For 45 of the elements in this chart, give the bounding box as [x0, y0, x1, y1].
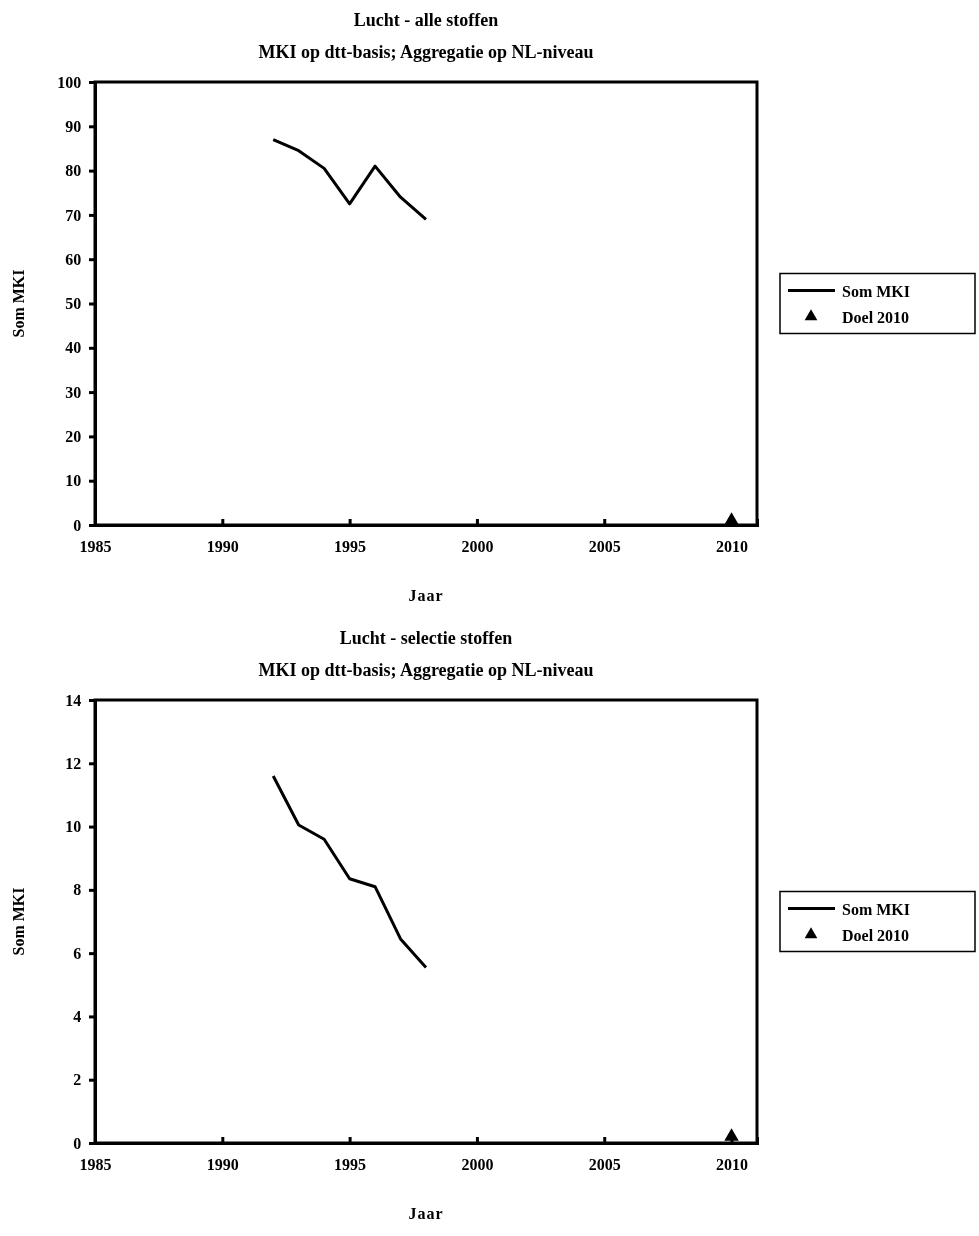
- y-axis-title: Som MKI: [10, 269, 27, 338]
- x-axis-title: Jaar: [408, 587, 444, 604]
- y-tick-label: 0: [73, 1134, 82, 1152]
- line-series: [271, 774, 428, 969]
- y-tick-label: 50: [65, 295, 82, 313]
- x-tick-label: 1985: [79, 1156, 112, 1173]
- legend-label: Doel 2010: [842, 926, 910, 944]
- y-tick-label: 10: [65, 818, 82, 836]
- legend-label: Som MKI: [842, 900, 910, 918]
- x-tick-label: 1990: [206, 1156, 239, 1173]
- y-axis-title: Som MKI: [10, 887, 27, 956]
- x-axis-title: Jaar: [408, 1205, 444, 1222]
- y-tick-label: 10: [65, 472, 82, 490]
- y-tick-label: 6: [73, 944, 82, 962]
- y-tick-label: 30: [65, 383, 82, 401]
- y-tick-label: 2: [73, 1071, 82, 1089]
- y-tick-label: 12: [65, 754, 82, 772]
- y-tick-label: 80: [65, 162, 82, 180]
- y-tick-label: 20: [65, 428, 82, 446]
- y-tick-label: 60: [65, 250, 82, 268]
- chart-title: Lucht - selectie stoffen: [339, 628, 513, 648]
- x-tick-label: 2010: [716, 1156, 749, 1173]
- x-tick-label: 2005: [588, 538, 621, 555]
- y-tick-label: 70: [65, 206, 82, 224]
- x-tick-label: 2010: [716, 538, 749, 555]
- y-tick-label: 4: [73, 1008, 82, 1026]
- x-tick-label: 2000: [461, 538, 494, 555]
- y-tick-label: 90: [65, 117, 82, 135]
- x-tick-label: 1990: [206, 538, 239, 555]
- x-tick-label: 2005: [588, 1156, 621, 1173]
- chart-subtitle: MKI op dtt-basis; Aggregatie op NL-niveau: [258, 42, 594, 62]
- y-tick-label: 100: [57, 73, 82, 91]
- legend-label: Som MKI: [842, 282, 910, 300]
- x-tick-label: 2000: [461, 1156, 494, 1173]
- y-tick-label: 0: [73, 516, 82, 534]
- line-series: [271, 138, 428, 221]
- chart-title: Lucht - alle stoffen: [353, 10, 499, 30]
- x-tick-label: 1985: [79, 538, 112, 555]
- y-tick-label: 14: [65, 691, 82, 709]
- y-tick-label: 40: [65, 339, 82, 357]
- chart-subtitle: MKI op dtt-basis; Aggregatie op NL-niveau: [258, 660, 594, 680]
- y-tick-label: 8: [73, 881, 82, 899]
- legend-label: Doel 2010: [842, 308, 910, 326]
- x-tick-label: 1995: [334, 1156, 367, 1173]
- x-tick-label: 1995: [334, 538, 367, 555]
